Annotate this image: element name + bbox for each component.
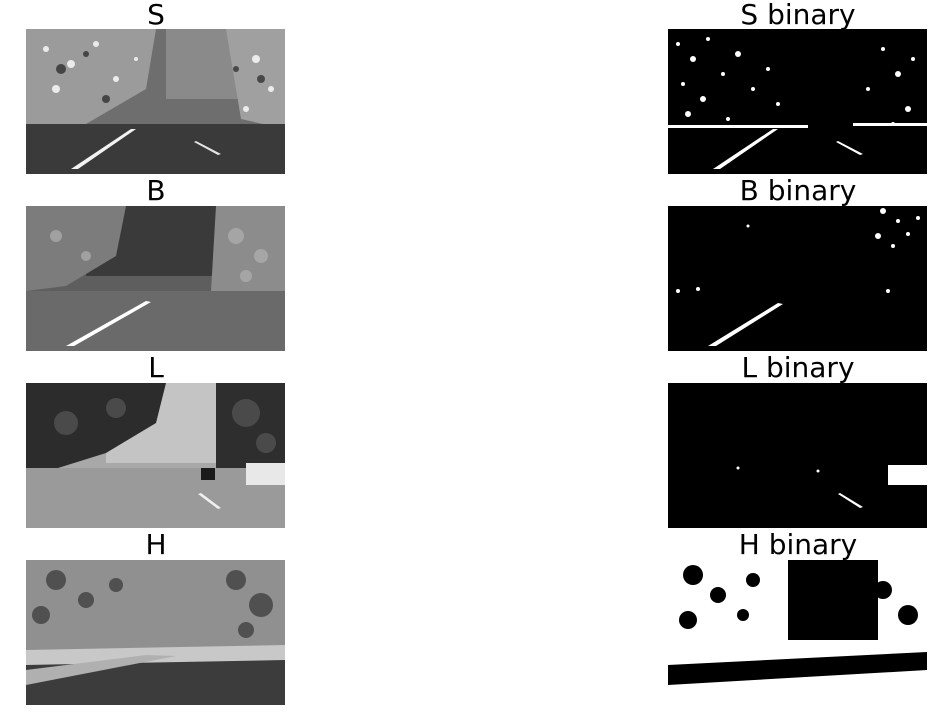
- title-s-binary: S binary: [740, 0, 856, 31]
- title-h: H: [145, 528, 167, 561]
- title-l: L: [148, 351, 164, 384]
- image-h-binary: [668, 560, 927, 705]
- image-l-channel: [26, 383, 285, 528]
- title-h-binary: H binary: [738, 528, 858, 561]
- title-l-binary: L binary: [741, 351, 855, 384]
- image-s-channel: [26, 29, 285, 174]
- image-b-binary: [668, 206, 927, 351]
- title-b-binary: B binary: [739, 174, 857, 207]
- image-l-binary: [668, 383, 927, 528]
- image-b-channel: [26, 206, 285, 351]
- title-s: S: [147, 0, 165, 31]
- image-s-binary: [668, 29, 927, 174]
- image-h-channel: [26, 560, 285, 705]
- title-b: B: [146, 174, 166, 207]
